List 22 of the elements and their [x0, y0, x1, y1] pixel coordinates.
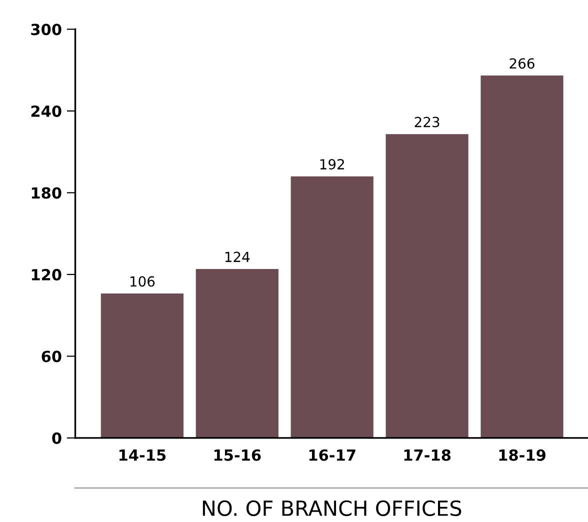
y-tick-label: 240 — [31, 105, 62, 117]
y-tick-label: 180 — [32, 187, 62, 199]
x-tick-label: 17-18 — [404, 449, 451, 461]
x-tick-label: 15-16 — [214, 449, 261, 461]
data-label: 266 — [510, 58, 534, 69]
y-tick-label: 0 — [52, 432, 62, 444]
data-label: 192 — [320, 159, 344, 170]
x-tick-label: 14-15 — [120, 450, 166, 461]
x-tick-label: 16-17 — [309, 449, 356, 461]
data-label: 106 — [130, 276, 155, 287]
data-label: 124 — [225, 252, 250, 262]
bar — [290, 176, 374, 438]
y-tick-label: 300 — [31, 24, 62, 36]
x-axis-title: NO. OF BRANCH OFFICES — [202, 500, 462, 516]
bar — [100, 294, 184, 438]
y-tick-label: 120 — [32, 268, 62, 280]
bar — [386, 134, 468, 438]
data-label: 223 — [414, 116, 440, 128]
x-tick-label: 18-19 — [499, 449, 546, 461]
bar — [480, 76, 564, 438]
bar — [196, 269, 278, 438]
y-tick-label: 60 — [42, 350, 62, 362]
